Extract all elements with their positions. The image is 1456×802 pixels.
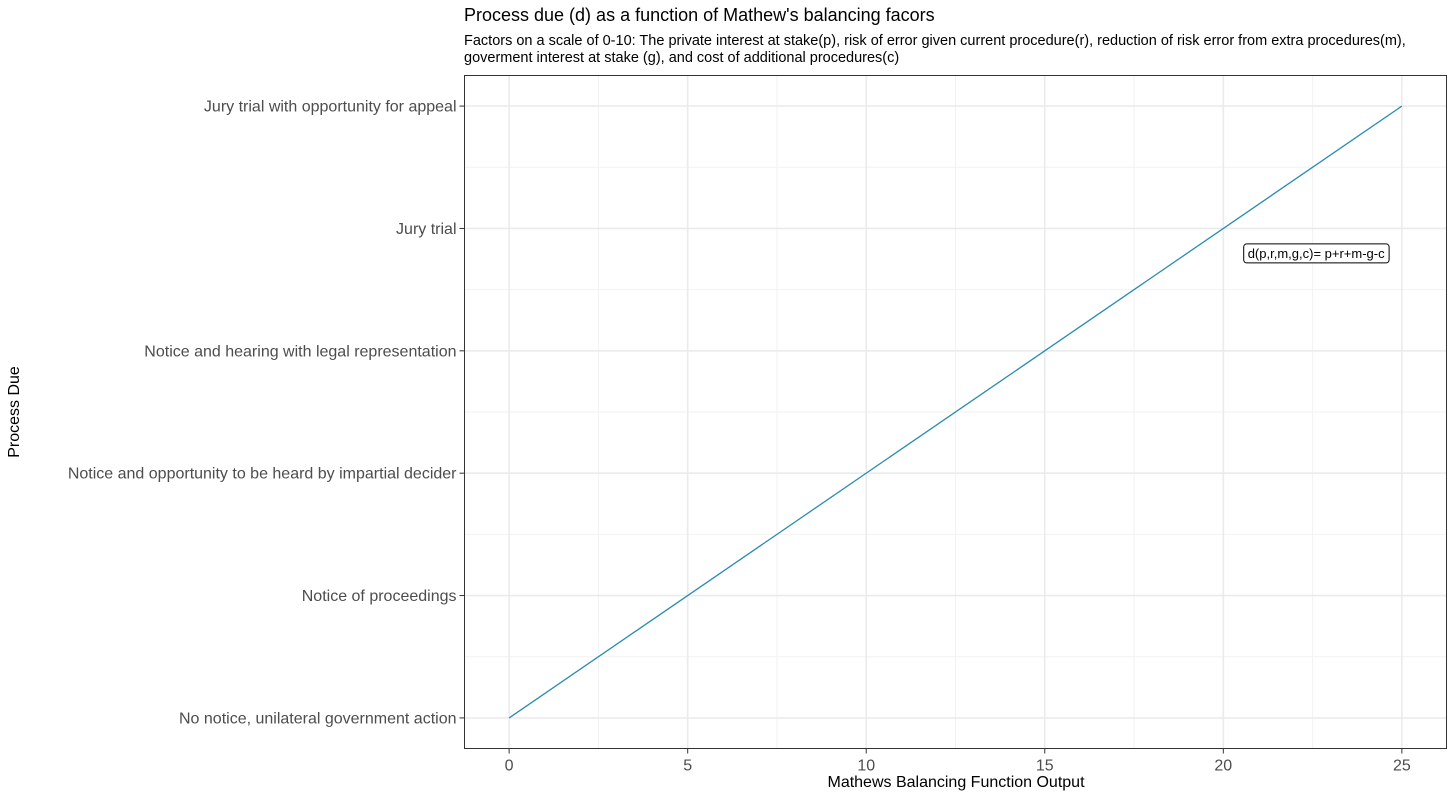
y-axis: No notice, unilateral government action N… — [68, 99, 465, 727]
chart-subtitle-line-1: Factors on a scale of 0-10: The private … — [464, 33, 1406, 49]
y-tick-label: Notice of proceedings — [302, 588, 457, 605]
grid-major — [464, 75, 1447, 749]
y-tick-label: Notice and opportunity to be heard by im… — [68, 466, 457, 483]
x-tick-label: 5 — [683, 758, 692, 775]
y-tick-label: Notice and hearing with legal representa… — [144, 343, 456, 360]
y-tick-label: Jury trial — [396, 221, 456, 238]
x-tick-label: 0 — [505, 758, 514, 775]
annotation-label-box: d(p,r,m,g,c)= p+r+m-g-c — [1243, 243, 1390, 264]
annotation-layer: d(p,r,m,g,c)= p+r+m-g-c — [1243, 243, 1390, 264]
x-tick-label: 15 — [1036, 758, 1054, 775]
x-tick-label: 20 — [1214, 758, 1232, 775]
x-axis: 0 5 10 15 20 25 — [505, 748, 1411, 775]
series-layer — [508, 105, 1403, 719]
chart-subtitle: Factors on a scale of 0-10: The private … — [464, 33, 1456, 67]
y-tick-label: Jury trial with opportunity for appeal — [204, 99, 457, 116]
y-tick-label: No notice, unilateral government action — [179, 710, 457, 727]
series-line — [508, 105, 1403, 719]
chart-title: Process due (d) as a function of Mathew'… — [464, 5, 935, 25]
x-tick-label: 25 — [1393, 758, 1411, 775]
x-axis-title: Mathews Balancing Function Output — [827, 774, 1085, 791]
annotation-text: d(p,r,m,g,c)= p+r+m-g-c — [1248, 246, 1385, 261]
x-tick-label: 10 — [857, 758, 875, 775]
panel-border — [464, 75, 1447, 749]
chart-subtitle-line-2: goverment interest at stake (g), and cos… — [464, 50, 900, 66]
grid-minor — [464, 75, 1447, 749]
annotation-box — [1243, 243, 1390, 264]
